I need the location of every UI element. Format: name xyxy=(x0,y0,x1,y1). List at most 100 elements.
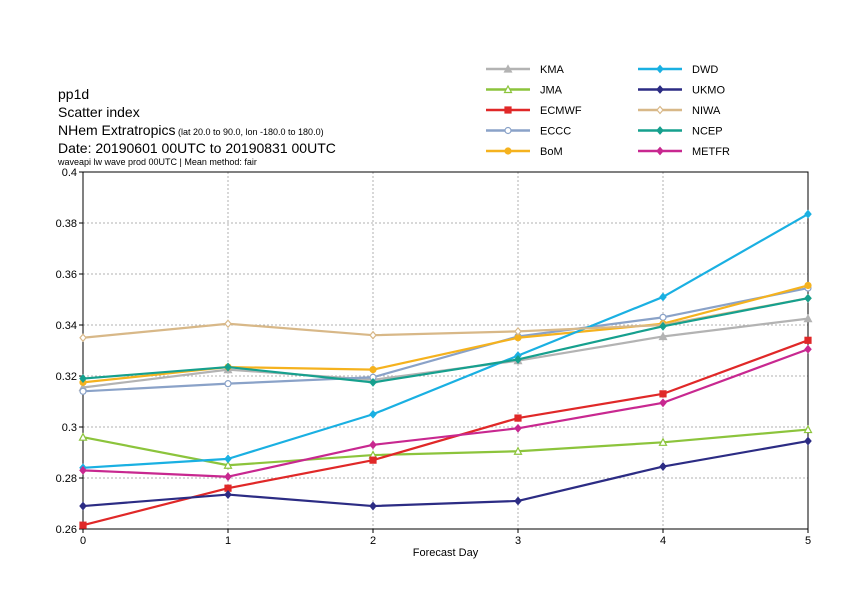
legend-marker-dwd xyxy=(656,64,664,74)
legend-item-ecmwf: ECMWF xyxy=(486,105,582,117)
x-axis-ticks: 0 1 2 3 4 5 xyxy=(80,529,811,547)
data-point-ecmwf xyxy=(804,336,812,344)
chart-score-name: Scatter index xyxy=(58,104,140,120)
data-point-dwd xyxy=(659,292,667,302)
data-point-eccc xyxy=(79,387,87,395)
series-line-ecmwf xyxy=(82,339,809,527)
data-point-ncep xyxy=(224,362,232,372)
data-point-metfr xyxy=(659,398,667,408)
legend-marker-ukmo xyxy=(656,85,664,94)
data-point-metfr xyxy=(369,440,377,450)
data-point-kma xyxy=(803,313,813,323)
legend-marker-bom xyxy=(504,147,512,155)
legend-item-kma: KMA xyxy=(486,64,565,76)
chart-date-range: Date: 20190601 00UTC to 20190831 00UTC xyxy=(58,140,336,156)
legend-label-bom: BoM xyxy=(540,146,563,158)
data-point-ukmo xyxy=(804,436,812,446)
series-ukmo xyxy=(79,436,812,511)
data-point-ukmo xyxy=(224,490,232,499)
data-point-ukmo xyxy=(514,496,522,506)
data-point-dwd xyxy=(804,209,812,219)
data-point-kma xyxy=(658,331,668,341)
series-metfr xyxy=(79,344,812,482)
legend-marker-ncep xyxy=(656,126,664,135)
legend-label-metfr: METFR xyxy=(692,146,730,158)
data-point-niwa xyxy=(514,326,522,336)
data-point-jma xyxy=(803,424,813,434)
legend-item-eccc: ECCC xyxy=(486,126,571,138)
legend-marker-niwa xyxy=(656,105,664,115)
legend-label-kma: KMA xyxy=(540,64,565,76)
data-point-niwa xyxy=(369,330,377,340)
data-point-ncep xyxy=(804,293,812,303)
legend-label-ukmo: UKMO xyxy=(692,85,725,97)
series-dwd xyxy=(79,209,812,473)
data-point-ncep xyxy=(79,374,87,383)
data-point-eccc xyxy=(224,380,232,388)
legend-marker-metfr xyxy=(656,146,664,156)
data-point-metfr xyxy=(224,472,232,482)
data-point-ukmo xyxy=(659,462,667,471)
series-line-ukmo xyxy=(82,439,809,508)
data-point-niwa xyxy=(224,319,232,329)
legend-label-ncep: NCEP xyxy=(692,126,723,138)
x-axis-title: Forecast Day xyxy=(413,547,479,559)
legend-item-bom: BoM xyxy=(486,146,563,158)
legend-item-niwa: NIWA xyxy=(638,105,721,117)
y-tick-label: 0.3 xyxy=(62,422,77,434)
x-tick-label: 3 xyxy=(515,535,521,547)
chart-region-name: NHem Extratropics xyxy=(58,122,176,138)
x-tick-label: 0 xyxy=(80,535,86,547)
data-point-ecmwf xyxy=(659,390,667,398)
series-line-eccc xyxy=(82,286,809,393)
legend-label-niwa: NIWA xyxy=(692,105,721,117)
series-eccc xyxy=(79,284,812,395)
legend-marker-ecmwf xyxy=(504,106,512,114)
data-point-jma xyxy=(513,446,523,455)
y-tick-label: 0.32 xyxy=(56,371,77,383)
data-point-bom xyxy=(369,366,377,374)
data-point-jma xyxy=(658,437,668,446)
data-point-jma xyxy=(78,432,88,441)
data-point-metfr xyxy=(514,423,522,433)
data-point-ecmwf xyxy=(369,456,377,464)
data-point-ecmwf xyxy=(79,521,87,529)
chart-source-info: waveapi lw wave prod 00UTC | Mean method… xyxy=(58,157,257,167)
data-point-eccc xyxy=(659,313,667,321)
legend-label-jma: JMA xyxy=(540,85,563,97)
legend: KMA JMA ECMWF ECCC BoM DWD UKMO NIWA NCEP METFR xyxy=(486,64,730,158)
data-point-dwd xyxy=(369,409,377,419)
data-point-metfr xyxy=(804,344,812,354)
legend-marker-kma xyxy=(503,64,513,73)
legend-marker-eccc xyxy=(504,126,512,135)
data-point-jma xyxy=(223,460,233,469)
x-tick-label: 1 xyxy=(225,535,231,547)
y-tick-label: 0.38 xyxy=(56,218,77,230)
data-point-ncep xyxy=(514,355,522,364)
y-axis-ticks: 0.26 0.28 0.3 0.32 0.34 0.36 0.38 0.4 xyxy=(56,167,83,536)
data-point-dwd xyxy=(224,454,232,464)
data-point-ncep xyxy=(659,321,667,331)
y-tick-label: 0.34 xyxy=(56,320,77,332)
series-line-metfr xyxy=(82,348,809,478)
data-point-ncep xyxy=(369,377,377,387)
series-ncep xyxy=(79,293,812,387)
series-line-ncep xyxy=(82,297,809,384)
legend-item-jma: JMA xyxy=(486,85,563,97)
y-tick-label: 0.26 xyxy=(56,524,77,536)
data-point-bom xyxy=(804,281,812,290)
x-tick-label: 5 xyxy=(805,535,811,547)
chart-region: NHem Extratropics (lat 20.0 to 90.0, lon… xyxy=(58,122,324,140)
legend-item-ncep: NCEP xyxy=(638,126,723,138)
chart-region-bounds: (lat 20.0 to 90.0, lon -180.0 to 180.0) xyxy=(175,127,324,137)
data-point-niwa xyxy=(79,333,87,343)
data-point-ukmo xyxy=(369,501,377,511)
legend-item-metfr: METFR xyxy=(638,146,730,158)
legend-marker-jma xyxy=(503,84,513,94)
data-point-ecmwf xyxy=(514,414,522,422)
y-tick-label: 0.4 xyxy=(62,167,77,179)
legend-label-ecmwf: ECMWF xyxy=(540,105,582,117)
chart-parameter: pp1d xyxy=(58,86,90,102)
x-tick-label: 4 xyxy=(660,535,666,547)
